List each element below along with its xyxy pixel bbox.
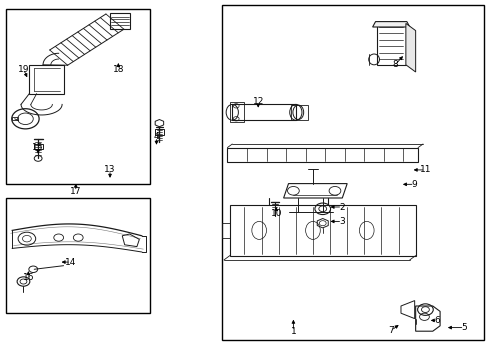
Text: 2: 2 bbox=[339, 202, 345, 211]
Text: 19: 19 bbox=[18, 65, 29, 74]
Bar bbox=[6, 9, 150, 184]
Text: 1: 1 bbox=[290, 327, 296, 336]
Bar bbox=[290, 105, 307, 120]
Text: 4: 4 bbox=[153, 132, 159, 141]
Bar bbox=[227, 148, 417, 162]
Text: 18: 18 bbox=[112, 65, 124, 74]
Text: 5: 5 bbox=[461, 323, 467, 332]
Text: 3: 3 bbox=[339, 217, 345, 226]
Bar bbox=[6, 198, 150, 313]
Bar bbox=[222, 5, 483, 340]
Text: 13: 13 bbox=[104, 165, 116, 174]
Text: 11: 11 bbox=[419, 165, 430, 174]
Text: 9: 9 bbox=[411, 180, 417, 189]
Polygon shape bbox=[372, 22, 409, 27]
Text: 10: 10 bbox=[270, 209, 282, 217]
Bar bbox=[232, 104, 295, 120]
Text: 12: 12 bbox=[252, 97, 264, 106]
Bar bbox=[229, 102, 243, 122]
Text: 17: 17 bbox=[70, 187, 81, 196]
Text: 6: 6 bbox=[434, 316, 440, 325]
Polygon shape bbox=[405, 23, 415, 72]
Bar bbox=[12, 117, 18, 120]
Bar bbox=[155, 129, 163, 135]
Text: 7: 7 bbox=[387, 326, 393, 335]
Text: 15: 15 bbox=[32, 143, 44, 152]
Text: 14: 14 bbox=[65, 258, 77, 266]
Bar bbox=[34, 144, 42, 149]
Text: 16: 16 bbox=[22, 273, 34, 282]
Text: 8: 8 bbox=[391, 60, 397, 69]
Bar bbox=[110, 13, 129, 29]
